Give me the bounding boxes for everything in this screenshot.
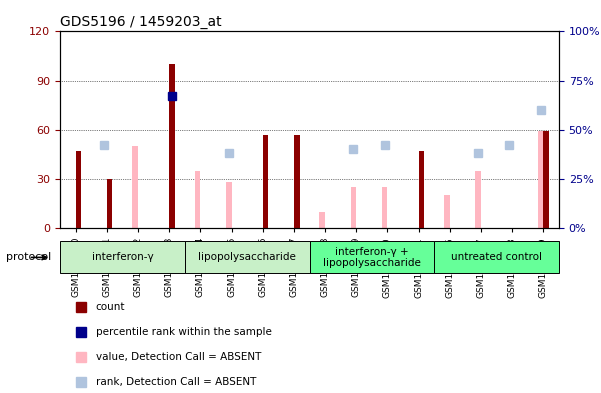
FancyBboxPatch shape [434,241,559,274]
Bar [76,151,81,228]
Bar [226,182,231,228]
FancyBboxPatch shape [185,241,310,274]
Text: interferon-γ: interferon-γ [91,252,153,263]
Bar [169,64,175,228]
Bar [475,171,481,228]
Bar [382,187,388,228]
FancyBboxPatch shape [310,241,434,274]
FancyBboxPatch shape [60,241,185,274]
Bar [132,146,138,228]
Text: interferon-γ +
lipopolysaccharide: interferon-γ + lipopolysaccharide [323,247,421,268]
Bar [107,179,112,228]
Text: percentile rank within the sample: percentile rank within the sample [96,327,272,337]
Bar [294,134,299,228]
Text: lipopolysaccharide: lipopolysaccharide [198,252,296,263]
Bar [195,171,200,228]
Bar [419,151,424,228]
Bar [538,131,543,228]
Text: untreated control: untreated control [451,252,542,263]
Text: value, Detection Call = ABSENT: value, Detection Call = ABSENT [96,352,261,362]
Text: count: count [96,301,126,312]
Bar [263,134,269,228]
Text: protocol: protocol [6,252,51,263]
Bar [543,131,549,228]
Bar [350,187,356,228]
Bar [320,211,325,228]
Text: rank, Detection Call = ABSENT: rank, Detection Call = ABSENT [96,377,256,387]
Bar [444,195,450,228]
Text: GDS5196 / 1459203_at: GDS5196 / 1459203_at [60,15,222,29]
